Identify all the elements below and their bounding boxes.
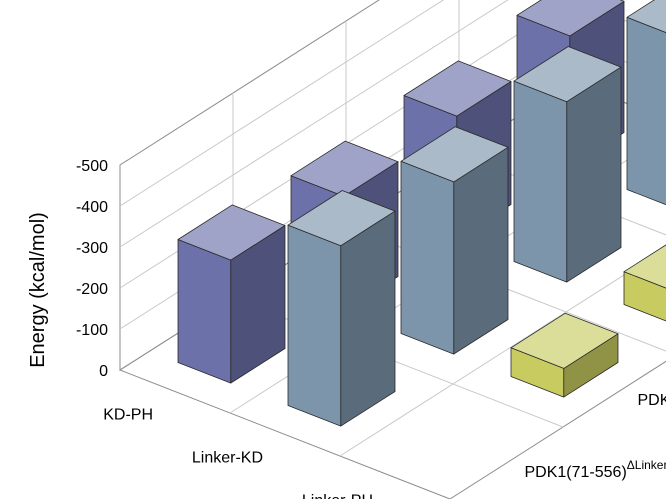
bar-side-face bbox=[566, 66, 622, 283]
gridline-horizontal bbox=[119, 0, 445, 207]
bar-top-face bbox=[513, 46, 622, 103]
bar-top-face bbox=[626, 0, 666, 33]
y-axis-title: Energy (kcal/mol) bbox=[27, 212, 49, 368]
x-category-label: Linker-PH bbox=[302, 493, 373, 499]
bar-front-face bbox=[177, 239, 232, 384]
bar-top-face bbox=[177, 204, 286, 261]
depth-series-label: PDK1(71-556) bbox=[638, 392, 666, 409]
y-tick-label: 0 bbox=[99, 363, 108, 380]
y-tick-label: -100 bbox=[76, 322, 108, 339]
x-category-label: KD-PH bbox=[103, 407, 153, 424]
bar-top-face bbox=[400, 126, 509, 183]
bar-top-face bbox=[623, 244, 666, 289]
bar-front-face bbox=[287, 224, 342, 427]
y-tick-label: -500 bbox=[76, 158, 108, 175]
bar-side-face bbox=[340, 210, 396, 427]
gridline-horizontal bbox=[119, 0, 509, 248]
bar-linker-kd-pdk1-71-556- bbox=[400, 126, 509, 355]
bar-side-face bbox=[453, 146, 509, 355]
y-tick-label: -400 bbox=[76, 199, 108, 216]
bar-front-face bbox=[513, 80, 568, 283]
y-tick-label: -300 bbox=[76, 240, 108, 257]
bar-top-face bbox=[516, 0, 625, 37]
bar-top-face bbox=[510, 312, 619, 369]
bar-linker-ph-pdk1-ps393 bbox=[623, 244, 666, 322]
bar-top-face bbox=[287, 190, 396, 247]
gridline-horizontal bbox=[119, 0, 666, 289]
bar-kd-ph-pdk1-71-556-linker bbox=[177, 204, 286, 384]
bar-linker-kd-pdk1-71-556-linker bbox=[287, 190, 396, 427]
bar-top-face bbox=[290, 140, 399, 197]
bar-linker-kd-pdk1-1-556- bbox=[626, 0, 666, 206]
bar-front-face bbox=[400, 160, 455, 355]
bar-linker-ph-pdk1-71-556- bbox=[510, 312, 619, 398]
bars bbox=[177, 0, 666, 427]
x-category-label: Linker-KD bbox=[192, 450, 263, 467]
bar-top-face bbox=[403, 60, 512, 117]
bar-front-face bbox=[626, 16, 666, 206]
depth-series-label: PDK1(71-556)ΔLinker bbox=[525, 458, 666, 481]
bar-linker-kd-pdk1-ps393 bbox=[513, 46, 622, 283]
y-tick-label: -200 bbox=[76, 281, 108, 298]
axis-labels: 0 -100 -200 -300 -400 -500 KD-PH Linker-KD Linke… bbox=[76, 158, 666, 499]
